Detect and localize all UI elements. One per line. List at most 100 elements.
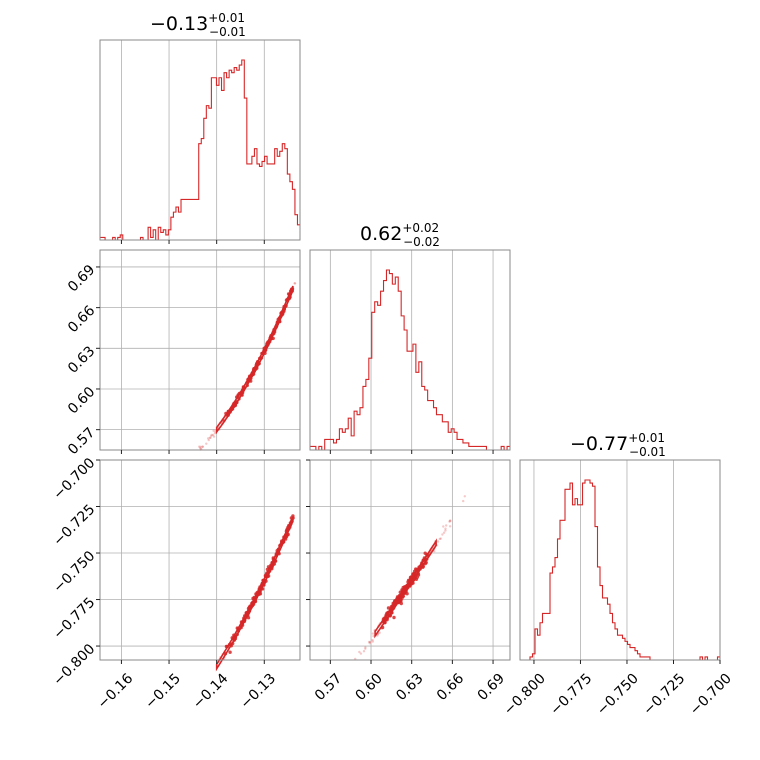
x-tick-label: −0.700 bbox=[687, 671, 735, 719]
sample-point bbox=[392, 615, 396, 620]
x-tick-label: 0.63 bbox=[393, 671, 426, 704]
sample-point bbox=[448, 520, 451, 523]
sample-point bbox=[371, 632, 375, 635]
title-lower-error: −0.01 bbox=[629, 445, 666, 459]
sample-point bbox=[449, 519, 452, 522]
panel-frame bbox=[309, 249, 511, 451]
contour-outline bbox=[374, 538, 437, 639]
hist-panel-1: −0.13+0.01 −0.01 bbox=[99, 11, 301, 244]
hist-gridlines bbox=[329, 250, 494, 450]
sample-point bbox=[199, 446, 202, 450]
panel-frame bbox=[99, 249, 301, 451]
sample-point bbox=[201, 445, 204, 448]
x-tick-label: −0.15 bbox=[142, 671, 184, 713]
y-tick-label: 0.60 bbox=[65, 384, 98, 417]
hist-panel-2: 0.62+0.02 −0.02 bbox=[309, 221, 511, 454]
scatter-gridlines bbox=[310, 459, 510, 660]
sample-point bbox=[371, 638, 374, 642]
hist-gridlines bbox=[533, 460, 721, 660]
panel-frame bbox=[99, 39, 301, 241]
histogram-step bbox=[310, 269, 510, 451]
x-tick-label: −0.800 bbox=[501, 671, 549, 719]
panel-frame bbox=[519, 459, 721, 661]
sample-point bbox=[372, 634, 375, 638]
sample-point bbox=[376, 634, 379, 637]
scatter-panel-1: 0.57 0.60 0.63 0.66 0.69 bbox=[65, 249, 301, 458]
sample-point bbox=[213, 432, 217, 435]
sample-point bbox=[211, 433, 215, 437]
sample-point bbox=[210, 434, 213, 438]
title-lower-error: −0.01 bbox=[209, 25, 246, 39]
sample-point bbox=[448, 525, 452, 528]
y-tick-label: 0.66 bbox=[65, 303, 98, 336]
sample-point bbox=[207, 438, 210, 442]
title-value: −0.77 bbox=[570, 433, 628, 455]
sample-point bbox=[206, 437, 210, 440]
sample-point bbox=[212, 429, 215, 432]
sample-point bbox=[358, 650, 361, 654]
x-tick-label: 0.66 bbox=[434, 671, 467, 704]
y-tick-label: −0.750 bbox=[50, 548, 98, 596]
contour-outline bbox=[215, 516, 294, 672]
sample-point bbox=[368, 640, 372, 644]
contour-outline bbox=[215, 285, 294, 435]
title-value: −0.13 bbox=[150, 13, 208, 35]
x-tick-label: 0.60 bbox=[353, 671, 386, 704]
sample-point bbox=[439, 537, 442, 540]
sample-point bbox=[208, 436, 212, 439]
sample-point bbox=[441, 533, 444, 536]
sample-point bbox=[201, 445, 204, 448]
scatter-points bbox=[217, 514, 295, 661]
panel-title-1: −0.13+0.01 −0.01 bbox=[150, 11, 246, 39]
sample-point bbox=[205, 442, 208, 445]
sample-point bbox=[293, 282, 297, 285]
sample-point bbox=[368, 642, 371, 645]
sample-point bbox=[359, 652, 363, 655]
x-tick-label: 0.57 bbox=[312, 671, 345, 704]
scatter-panel-2: −0.800−0.775−0.750−0.725−0.700 bbox=[50, 455, 301, 689]
panel-frame bbox=[99, 459, 301, 661]
hist-panel-3: −0.77+0.01 −0.01 bbox=[519, 431, 721, 661]
x-tick-label: −0.16 bbox=[95, 671, 137, 713]
histogram-step bbox=[100, 59, 300, 241]
x-tick-label: 0.69 bbox=[475, 671, 508, 704]
sample-point bbox=[436, 540, 440, 543]
y-tick-label: −0.800 bbox=[50, 641, 98, 689]
sample-point bbox=[228, 650, 232, 654]
title-value: 0.62 bbox=[360, 223, 402, 245]
sample-point bbox=[378, 631, 381, 634]
x-tick-label: −0.725 bbox=[640, 671, 688, 719]
title-lower-error: −0.02 bbox=[403, 235, 440, 249]
sample-point bbox=[463, 495, 466, 498]
x-tick-label: −0.13 bbox=[238, 671, 280, 713]
title-upper-error: +0.01 bbox=[628, 431, 665, 445]
sample-point bbox=[449, 520, 452, 523]
panel-title-3: −0.77+0.01 −0.01 bbox=[570, 431, 666, 459]
scatter-gridlines bbox=[100, 459, 300, 660]
y-tick-label: −0.775 bbox=[50, 595, 98, 643]
sample-point bbox=[462, 499, 465, 503]
scatter-panel-3 bbox=[306, 459, 511, 664]
sample-point bbox=[442, 525, 445, 528]
sample-point bbox=[209, 436, 212, 439]
y-tick-label: −0.700 bbox=[50, 455, 98, 503]
y-tick-label: −0.725 bbox=[50, 502, 98, 550]
sample-point bbox=[364, 646, 367, 649]
sample-point bbox=[362, 650, 366, 653]
hist-gridlines bbox=[121, 40, 265, 240]
x-tick-label: −0.750 bbox=[594, 671, 642, 719]
sample-point bbox=[442, 531, 446, 534]
panel-frame bbox=[309, 459, 511, 661]
sample-point bbox=[444, 527, 447, 530]
y-tick-label: 0.57 bbox=[65, 425, 98, 458]
scatter-gridlines bbox=[100, 250, 300, 450]
sample-point bbox=[199, 445, 202, 448]
sample-point bbox=[210, 433, 213, 437]
sample-point bbox=[438, 537, 441, 541]
title-upper-error: +0.02 bbox=[402, 221, 439, 235]
sample-point bbox=[444, 529, 447, 532]
sample-point bbox=[293, 282, 296, 285]
sample-point bbox=[198, 445, 201, 448]
sample-point bbox=[399, 601, 403, 606]
